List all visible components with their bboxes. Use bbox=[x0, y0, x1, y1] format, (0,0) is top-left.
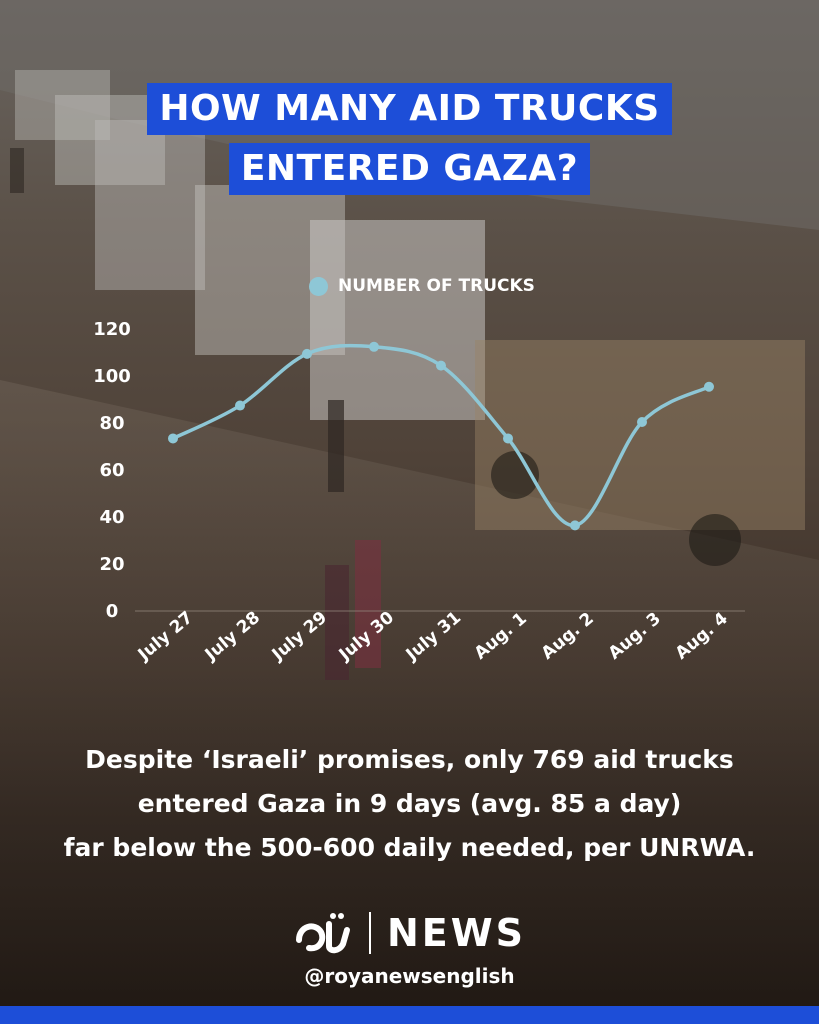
data-point bbox=[302, 348, 312, 359]
caption-line-1: Despite ‘Israeli’ promises, only 769 aid… bbox=[85, 745, 734, 774]
chart-legend: NUMBER OF TRUCKS bbox=[309, 276, 535, 296]
bottom-bar bbox=[0, 1006, 819, 1024]
data-point bbox=[570, 520, 580, 531]
caption-line-2: entered Gaza in 9 days (avg. 85 a day) bbox=[137, 789, 682, 818]
x-tick-label: Aug. 3 bbox=[605, 609, 665, 664]
x-tick-label: July 28 bbox=[201, 608, 264, 666]
title-line-2: ENTERED GAZA? bbox=[0, 143, 819, 195]
x-tick-label: July 31 bbox=[402, 608, 465, 666]
legend-marker bbox=[309, 276, 328, 296]
x-tick-label: Aug. 4 bbox=[672, 609, 732, 664]
x-tick-label: Aug. 1 bbox=[471, 609, 531, 664]
data-point bbox=[369, 341, 379, 352]
brand-name: NEWS bbox=[386, 911, 527, 955]
x-tick-label: July 27 bbox=[134, 608, 197, 666]
data-point bbox=[637, 417, 647, 427]
y-tick-label: 0 bbox=[106, 601, 119, 622]
caption-line-3: far below the 500-600 daily needed, per … bbox=[63, 833, 756, 862]
legend-label: NUMBER OF TRUCKS bbox=[338, 276, 535, 296]
y-tick-label: 60 bbox=[99, 460, 124, 481]
x-tick-label: July 30 bbox=[335, 608, 398, 666]
y-tick-label: 100 bbox=[93, 366, 131, 387]
y-tick-label: 80 bbox=[99, 413, 124, 434]
data-point bbox=[235, 400, 245, 411]
data-point bbox=[168, 433, 178, 444]
title-text-2: ENTERED GAZA? bbox=[228, 143, 591, 195]
data-point bbox=[704, 381, 714, 392]
title-line-1: HOW MANY AID TRUCKS bbox=[0, 83, 819, 135]
caption: Despite ‘Israeli’ promises, only 769 aid… bbox=[0, 738, 819, 870]
y-tick-label: 20 bbox=[99, 554, 124, 575]
y-tick-label: 120 bbox=[93, 319, 131, 340]
data-point bbox=[503, 433, 513, 444]
social-handle: @royanewsenglish bbox=[304, 964, 515, 988]
series-line bbox=[172, 343, 710, 528]
title-text-1: HOW MANY AID TRUCKS bbox=[147, 83, 672, 135]
roya-logo-icon bbox=[295, 913, 350, 954]
brand-divider bbox=[368, 912, 371, 954]
brand: NEWS bbox=[0, 910, 819, 956]
x-tick-label: Aug. 2 bbox=[538, 609, 598, 664]
y-tick-label: 40 bbox=[99, 507, 124, 528]
x-tick-label: July 29 bbox=[268, 608, 331, 666]
data-point bbox=[436, 360, 446, 371]
